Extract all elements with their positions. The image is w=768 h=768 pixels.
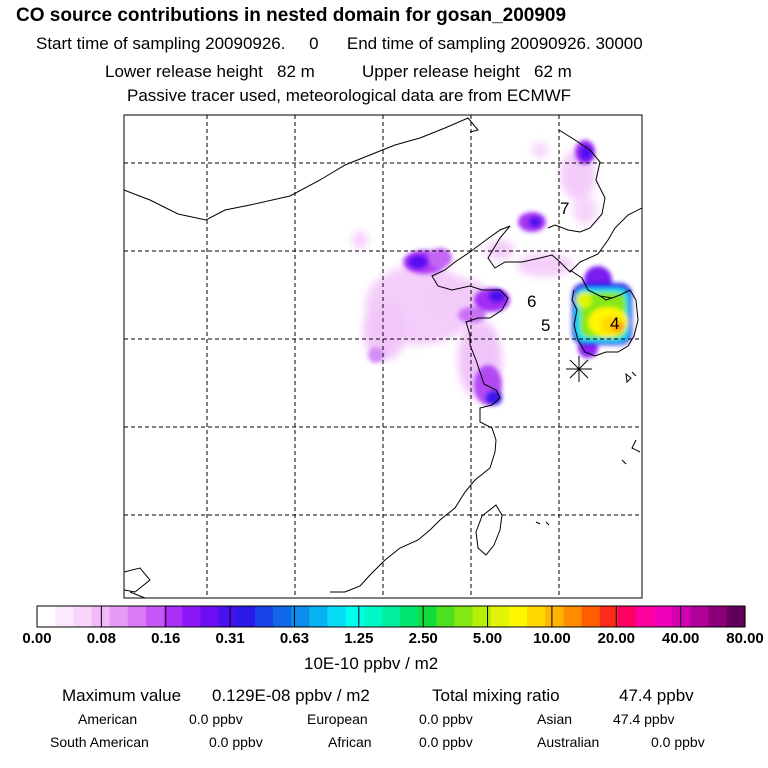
american-value: 0.0 ppbv (189, 711, 243, 727)
colorbar-tick-label: 80.00 (726, 630, 764, 647)
colorbar-swatch (182, 606, 201, 627)
colorbar-swatch (708, 606, 728, 627)
tracer-line: Passive tracer used, meteorological data… (127, 86, 572, 105)
european-value: 0.0 ppbv (419, 711, 473, 727)
colorbar-swatch (617, 606, 637, 627)
colorbar-swatch (164, 606, 183, 627)
colorbar-tick-label: 0.08 (86, 630, 116, 647)
total-mixing-value: 47.4 ppbv (619, 686, 694, 705)
max-value: 0.129E-08 ppbv / m2 (212, 686, 370, 705)
colorbar-swatch (236, 606, 256, 627)
south-american-label: South American (50, 734, 149, 750)
colorbar-swatch (200, 606, 220, 627)
colorbar-swatch (490, 606, 510, 627)
colorbar-swatch (636, 606, 655, 627)
colorbar-swatch (218, 606, 238, 627)
region-label-5: 5 (541, 316, 550, 335)
colorbar-tick-label: 5.00 (472, 630, 503, 647)
colorbar-swatch (690, 606, 710, 627)
australian-label: Australian (537, 734, 600, 750)
region-label-4: 4 (610, 314, 619, 333)
south-american-value: 0.0 ppbv (209, 734, 263, 750)
colorbar-swatch (418, 606, 437, 627)
american-label: American (78, 711, 138, 727)
region-label-7: 7 (560, 199, 569, 218)
colorbar-tick-label: 0.63 (279, 630, 310, 647)
colorbar-swatch (254, 606, 274, 627)
colorbar-swatch (73, 606, 93, 627)
african-label: African (328, 734, 372, 750)
colorbar-tick-label: 10.00 (533, 630, 571, 647)
colorbar-swatch (345, 606, 365, 627)
total-mixing-label: Total mixing ratio (432, 686, 560, 705)
concentration-field (352, 140, 632, 405)
colorbar-swatch (563, 606, 583, 627)
colorbar-swatch (55, 606, 74, 627)
colorbar-tick-label: 2.50 (408, 630, 438, 647)
colorbar-swatch (309, 606, 329, 627)
colorbar-swatch (363, 606, 383, 627)
colorbar-swatch (381, 606, 401, 627)
colorbar-tick-label: 0.31 (215, 630, 245, 647)
european-label: European (307, 711, 368, 727)
map-frame (123, 114, 643, 599)
colorbar-swatch (291, 606, 310, 627)
colorbar-tick-label: 0.16 (151, 630, 181, 647)
colorbar-swatch (527, 606, 546, 627)
coastlines (124, 117, 642, 598)
colorbar-swatch (145, 606, 165, 627)
colorbar-swatch (581, 606, 601, 627)
sampling-time-line: Start time of sampling 20090926. 0 End t… (36, 34, 643, 53)
african-value: 0.0 ppbv (419, 734, 473, 750)
colorbar-swatch (91, 606, 111, 627)
max-value-label: Maximum value (62, 686, 182, 705)
colorbar-swatch (454, 606, 474, 627)
colorbar-tick-label: 40.00 (661, 630, 700, 647)
colorbar-swatch (327, 606, 347, 627)
colorbar-tick-label: 20.00 (597, 630, 636, 647)
colorbar-swatch (436, 606, 456, 627)
asian-label: Asian (537, 711, 573, 727)
release-height-line: Lower release height 82 m Upper release … (105, 62, 572, 81)
colorbar-swatch (472, 606, 492, 627)
asian-value: 47.4 ppbv (613, 711, 675, 727)
colorbar-swatch (400, 606, 419, 627)
star-icon (566, 356, 592, 382)
colorbar-units: 10E-10 ppbv / m2 (304, 654, 439, 673)
colorbar-swatch (599, 606, 619, 627)
colorbar-swatch (127, 606, 147, 627)
colorbar-swatch (509, 606, 528, 627)
colorbar-tick-label: 0.00 (22, 630, 52, 647)
colorbar-swatch (273, 606, 292, 627)
colorbar-tick-label: 1.25 (344, 630, 374, 647)
colorbar-swatch (545, 606, 565, 627)
colorbar (36, 605, 746, 628)
colorbar-swatch (672, 606, 692, 627)
region-label-6: 6 (527, 292, 536, 311)
colorbar-swatch (37, 606, 56, 627)
australian-value: 0.0 ppbv (651, 734, 705, 750)
colorbar-swatch (726, 606, 746, 627)
lat-lon-grid (124, 115, 642, 598)
colorbar-swatch (109, 606, 129, 627)
figure-title: CO source contributions in nested domain… (16, 5, 567, 26)
colorbar-swatch (654, 606, 673, 627)
